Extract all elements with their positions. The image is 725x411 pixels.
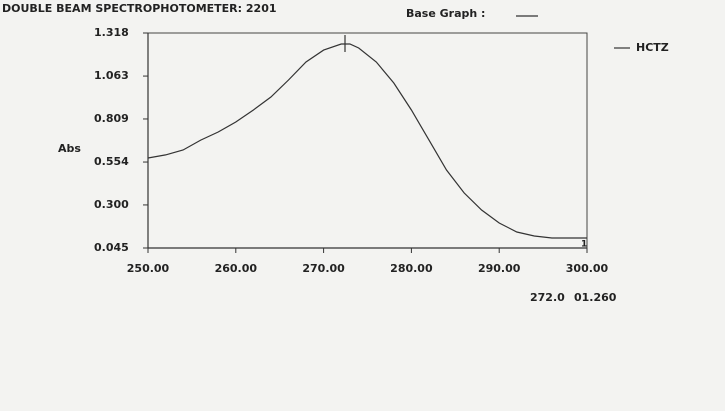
y-tick-label: 1.318 <box>94 26 129 39</box>
y-axis-label: Abs <box>58 142 81 155</box>
cursor-y: 01.260 <box>574 291 617 304</box>
y-tick-label: 0.809 <box>94 112 129 125</box>
y-tick-label: 1.063 <box>94 69 129 82</box>
series-line <box>147 43 587 239</box>
x-tick-label: 300.00 <box>566 262 609 275</box>
x-tick-label: 280.00 <box>390 262 433 275</box>
plot-frame <box>148 32 588 248</box>
trace-label: 1 <box>581 240 587 250</box>
x-tick-label: 260.00 <box>215 262 258 275</box>
legend-label: HCTZ <box>636 41 669 54</box>
x-tick-label: 270.00 <box>302 262 345 275</box>
x-tick-label: 290.00 <box>478 262 521 275</box>
y-tick-label: 0.045 <box>94 241 129 254</box>
cursor-x: 272.0 <box>530 291 565 304</box>
x-tick-label: 250.00 <box>127 262 170 275</box>
y-tick-label: 0.300 <box>94 198 129 211</box>
y-tick-label: 0.554 <box>94 155 129 168</box>
base-graph-label: Base Graph : <box>406 7 485 20</box>
chart-title: DOUBLE BEAM SPECTROPHOTOMETER: 2201 <box>2 2 277 15</box>
